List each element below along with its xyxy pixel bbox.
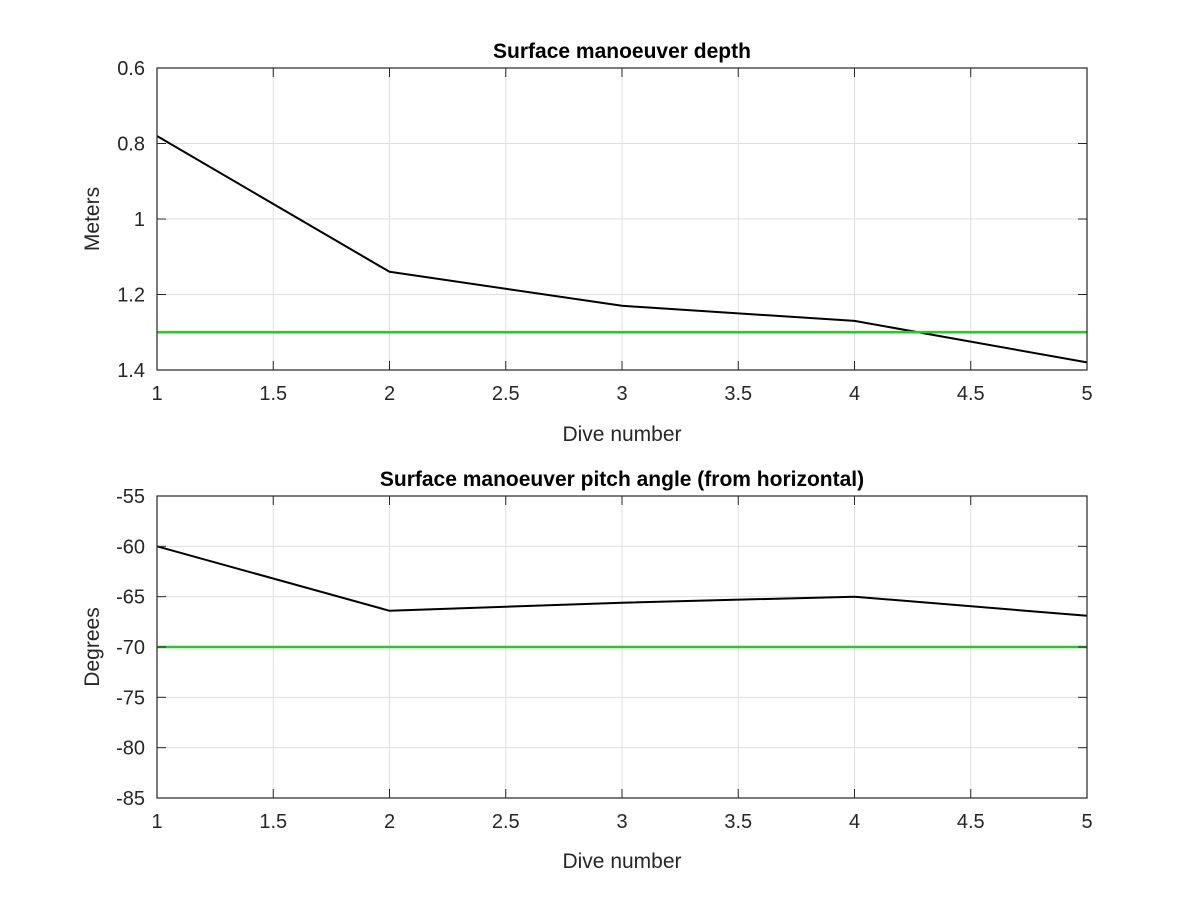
pitch-x-tick-label: 3 xyxy=(616,811,627,833)
pitch-ticks: 1 1.5 2 2.5 3 3.5 4 4.5 5 -85 -80 -75 -70 -65 -60 -55 xyxy=(116,486,1092,833)
depth-y-axis-label: Meters xyxy=(81,187,104,251)
depth-y-tick-label: 0.6 xyxy=(117,58,145,80)
depth-measured-line xyxy=(156,135,1088,364)
pitch-series xyxy=(156,545,1088,649)
pitch-y-tick-label: -60 xyxy=(116,536,145,558)
pitch-x-tick-label: 4 xyxy=(849,811,860,833)
depth-series xyxy=(156,135,1088,364)
depth-grid xyxy=(157,68,1087,370)
pitch-y-tick-label: -65 xyxy=(116,587,145,609)
pitch-y-tick-label: -70 xyxy=(116,637,145,659)
depth-x-tick-label: 3 xyxy=(616,383,627,405)
depth-x-tick-label: 3.5 xyxy=(724,383,752,405)
pitch-x-tick-label: 2.5 xyxy=(492,811,520,833)
pitch-y-tick-label: -80 xyxy=(116,738,145,760)
pitch-x-tick-label: 3.5 xyxy=(724,811,752,833)
pitch-chart-title: Surface manoeuver pitch angle (from hori… xyxy=(380,468,864,491)
pitch-y-axis-label: Degrees xyxy=(81,607,104,686)
pitch-x-axis-label: Dive number xyxy=(562,850,681,873)
depth-x-tick-label: 1 xyxy=(151,383,162,405)
pitch-x-tick-label: 5 xyxy=(1081,811,1092,833)
depth-y-tick-label: 1.4 xyxy=(117,360,145,382)
depth-chart: 1 1.5 2 2.5 3 3.5 4 4.5 5 0.6 0.8 1 1.2 1.4 Surface m… xyxy=(81,40,1093,446)
pitch-x-tick-label: 4.5 xyxy=(957,811,985,833)
depth-y-tick-label: 1 xyxy=(134,209,145,231)
pitch-x-tick-label: 1 xyxy=(151,811,162,833)
pitch-x-tick-label: 1.5 xyxy=(259,811,287,833)
depth-x-tick-label: 5 xyxy=(1081,383,1092,405)
pitch-y-tick-label: -55 xyxy=(116,486,145,508)
depth-ticks: 1 1.5 2 2.5 3 3.5 4 4.5 5 0.6 0.8 1 1.2 1.4 xyxy=(117,58,1092,405)
pitch-y-tick-label: -75 xyxy=(116,687,145,709)
depth-x-tick-label: 4 xyxy=(849,383,860,405)
pitch-x-tick-label: 2 xyxy=(384,811,395,833)
depth-x-tick-label: 2.5 xyxy=(492,383,520,405)
depth-x-tick-label: 4.5 xyxy=(957,383,985,405)
depth-x-axis-label: Dive number xyxy=(562,423,681,446)
depth-x-tick-label: 2 xyxy=(384,383,395,405)
depth-chart-title: Surface manoeuver depth xyxy=(493,40,751,63)
pitch-y-tick-label: -85 xyxy=(116,788,145,810)
depth-x-tick-label: 1.5 xyxy=(259,383,287,405)
pitch-chart: 1 1.5 2 2.5 3 3.5 4 4.5 5 -85 -80 -75 -70 -65 -60 -55 S… xyxy=(81,468,1093,873)
depth-y-tick-label: 1.2 xyxy=(117,285,145,307)
depth-y-tick-label: 0.8 xyxy=(117,134,145,156)
pitch-measured-line xyxy=(156,545,1088,617)
